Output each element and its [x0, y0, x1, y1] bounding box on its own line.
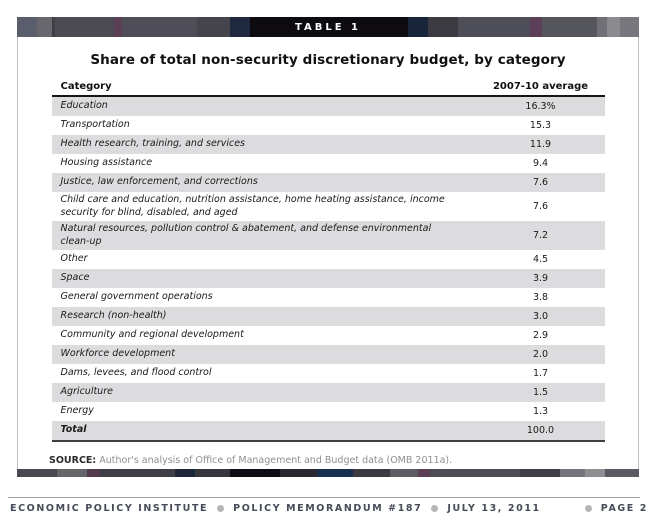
value-cell: 2.0: [532, 349, 549, 361]
category-cell: Dams, levees, and flood control: [60, 367, 212, 379]
table-row: Justice, law enforcement, and correction…: [51, 173, 605, 192]
category-cell: Energy: [60, 405, 94, 417]
table-row: Transportation 15.3: [52, 116, 605, 135]
value-cell: 3.9: [532, 273, 549, 285]
category-cell: Education: [60, 100, 108, 112]
table-row: Research (non-health) 3.0: [51, 307, 605, 327]
table-row: Other 4.5: [52, 250, 605, 269]
value-cell: 3.0: [532, 311, 549, 323]
table-banner-label: TABLE 1: [294, 21, 362, 33]
budget-table: Category 2007-10 average Education 16.3%…: [51, 81, 605, 443]
table-1-box: TABLE 1 Share of total non-security disc…: [17, 17, 639, 477]
category-cell: Community and regional development: [60, 329, 244, 341]
source-text: Author's analysis of Office of Managemen…: [96, 455, 453, 467]
footer-date: JULY 13, 2011: [447, 503, 541, 514]
table-row: Energy 1.3: [52, 402, 605, 421]
category-cell: Agriculture: [60, 386, 113, 398]
category-cell: Natural resources, pollution control & a…: [60, 223, 432, 247]
separator-dot-icon: [431, 505, 439, 512]
category-cell: Workforce development: [60, 348, 175, 360]
table-row: Community and regional development 2.9: [52, 326, 605, 345]
column-header-average: 2007-10 average: [492, 81, 589, 92]
category-cell: General government operations: [60, 291, 213, 303]
category-cell: Justice, law enforcement, and correction…: [60, 176, 258, 188]
table-banner: TABLE 1: [17, 17, 639, 37]
table-row: Health research, training, and services …: [51, 135, 605, 154]
table-row: Agriculture 1.5: [51, 383, 605, 403]
page-footer: ECONOMIC POLICY INSTITUTE POLICY MEMORAN…: [10, 503, 648, 514]
value-cell: 3.8: [532, 292, 549, 304]
separator-dot-icon: [584, 505, 592, 512]
value-cell: 4.5: [532, 254, 549, 266]
footer-org: ECONOMIC POLICY INSTITUTE: [10, 503, 209, 514]
value-cell: 7.6: [532, 177, 549, 188]
category-cell: Research (non-health): [60, 310, 167, 322]
source-note: SOURCE: Author's analysis of Office of M…: [49, 455, 638, 466]
table-row: Natural resources, pollution control & a…: [51, 221, 605, 251]
table-header-row: Category 2007-10 average: [51, 81, 605, 97]
value-cell: 15.3: [529, 120, 552, 131]
category-cell: Child care and education, nutrition assi…: [60, 194, 445, 218]
footer-memo-number: POLICY MEMORANDUM #187: [233, 503, 423, 514]
table-row: Dams, levees, and flood control 1.7: [52, 364, 605, 383]
value-cell: 100.0: [526, 425, 555, 437]
category-cell: Housing assistance: [60, 157, 153, 169]
table-title: Share of total non-security discretionar…: [90, 52, 566, 68]
value-cell: 11.9: [529, 139, 552, 150]
table-row: Workforce development 2.0: [51, 345, 605, 365]
value-cell: 7.2: [532, 230, 549, 242]
source-label: SOURCE:: [49, 455, 97, 467]
category-cell: Other: [60, 253, 88, 265]
table-row: Education 16.3%: [51, 97, 605, 116]
table-row: Child care and education, nutrition assi…: [52, 192, 605, 221]
category-cell: Health research, training, and services: [60, 138, 246, 150]
value-cell: 9.4: [532, 158, 549, 169]
table-row: Total 100.0: [51, 421, 605, 441]
table-row: Space 3.9: [51, 269, 605, 289]
value-cell: 1.3: [532, 406, 549, 418]
table-body-panel: Share of total non-security discretionar…: [17, 37, 639, 469]
column-header-category: Category: [60, 81, 112, 92]
table-row: General government operations 3.8: [52, 288, 605, 307]
footer-page-number: PAGE 2: [600, 503, 648, 514]
value-cell: 1.5: [532, 387, 549, 399]
value-cell: 1.7: [532, 368, 549, 380]
category-cell: Total: [60, 424, 87, 436]
category-cell: Transportation: [60, 119, 130, 131]
footer-divider: [8, 497, 640, 498]
category-cell: Space: [60, 272, 90, 284]
footer-right-group: PAGE 2: [584, 503, 648, 514]
value-cell: 2.9: [532, 330, 549, 342]
table-body: Education 16.3% Transportation 15.3 Heal…: [51, 97, 605, 443]
value-cell: 16.3%: [525, 101, 556, 112]
footer-left-group: ECONOMIC POLICY INSTITUTE POLICY MEMORAN…: [10, 503, 541, 514]
value-cell: 7.6: [532, 201, 549, 213]
table-bottom-border-strip: [17, 469, 639, 477]
separator-dot-icon: [217, 505, 225, 512]
table-row: Housing assistance 9.4: [52, 154, 605, 173]
